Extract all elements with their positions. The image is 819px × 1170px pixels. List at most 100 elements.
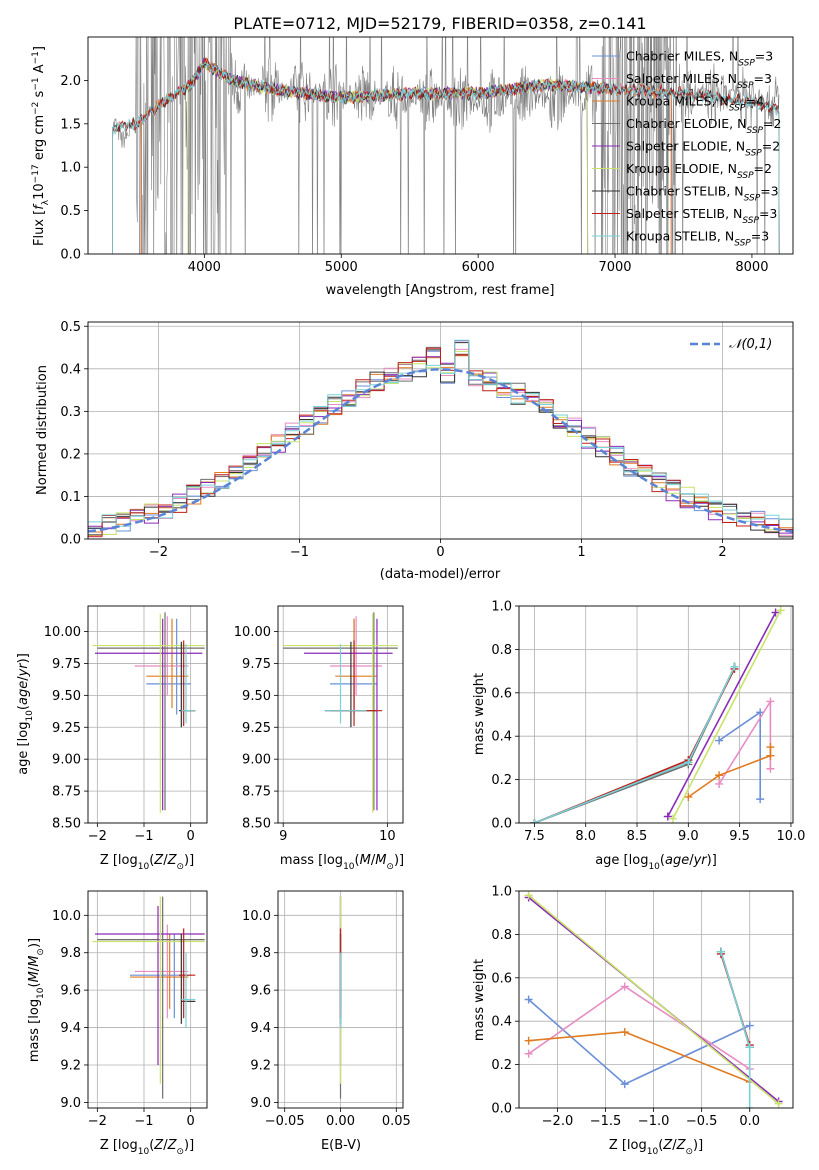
mass-weight-marker	[684, 792, 693, 801]
panel-residuals: −2 −1 0 1 2 0.0 0.1 0.2 0.3 0.4 0.5 𝒩(0,1) (data-mod…	[35, 320, 794, 582]
mass-weight-marker	[530, 819, 539, 823]
plot-area	[112, 37, 780, 254]
mass-weight-marker	[524, 1036, 533, 1045]
y-axis-label: mass weight	[472, 959, 487, 1041]
mass-weight-marker	[620, 982, 629, 991]
y-tick-label: 0.2	[60, 447, 81, 462]
x-tick-label: −2	[88, 829, 107, 844]
residual-histogram	[88, 339, 793, 535]
y-tick-label: 0.5	[60, 204, 81, 219]
plot-area	[519, 891, 793, 1108]
panel-age-vs-Z: −2 −1 0 8.50 8.75 9.00 9.25 9.50 9.75 10.00 Z [log…	[16, 605, 208, 872]
x-tick-label: 8.5	[627, 829, 648, 844]
x-tick-label: 0	[436, 545, 444, 560]
mass-weight-marker	[715, 779, 724, 788]
x-tick-label: 0.0	[739, 1114, 760, 1129]
y-tick-label: 0.4	[491, 1015, 512, 1030]
y-tick-label: 0.6	[491, 686, 512, 701]
x-axis-label: mass [log10(M/M⊙)]	[280, 853, 404, 872]
residual-histogram	[88, 342, 793, 538]
x-tick-label: 1	[577, 545, 585, 560]
mass-weight-marker	[715, 736, 724, 745]
y-tick-label: 9.8	[250, 946, 271, 961]
y-tick-label: 2.0	[60, 74, 81, 89]
axes-frame	[277, 890, 404, 1109]
legend-label: Salpeter ELODIE, NSSP=2	[626, 139, 780, 159]
y-tick-label: 9.75	[52, 657, 81, 672]
axes-frame	[518, 890, 794, 1109]
y-tick-label: 9.2	[250, 1058, 271, 1073]
mass-weight-marker	[766, 751, 775, 760]
residual-histogram	[88, 347, 793, 538]
x-tick-label: 0	[187, 829, 195, 844]
mass-weight-marker	[716, 947, 725, 956]
y-tick-label: 9.2	[60, 1058, 81, 1073]
x-tick-label: 7.5	[524, 829, 545, 844]
mass-weight-marker	[766, 764, 775, 773]
y-tick-label: 9.00	[242, 753, 271, 768]
axes-frame	[87, 321, 794, 540]
mass-weight-marker	[524, 1049, 533, 1058]
x-tick-label: −0.5	[686, 1114, 718, 1129]
x-axis-label: Z [log10(Z/Z⊙)]	[100, 853, 194, 872]
y-axis-label: mass weight	[472, 673, 487, 755]
y-tick-label: 1.0	[491, 885, 512, 900]
x-tick-label: 8.0	[575, 829, 596, 844]
x-tick-label: 9.5	[729, 829, 750, 844]
x-tick-label: −1.5	[590, 1114, 622, 1129]
x-tick-label: −0.05	[265, 1114, 305, 1129]
y-tick-label: 9.0	[60, 1096, 81, 1111]
y-tick-label: 0.5	[60, 320, 81, 335]
y-tick-label: 0.4	[491, 730, 512, 745]
y-tick-label: 9.0	[250, 1096, 271, 1111]
y-tick-label: 9.25	[52, 721, 81, 736]
y-tick-label: 9.8	[60, 946, 81, 961]
x-tick-label: 5000	[325, 260, 358, 275]
x-tick-label: 10.0	[776, 829, 805, 844]
x-axis-label: age [log10(age/yr)]	[595, 853, 717, 872]
x-tick-label: −2.0	[542, 1114, 574, 1129]
mass-weight-line	[528, 894, 780, 1105]
x-tick-label: 0	[187, 1114, 195, 1129]
mass-weight-marker	[745, 1043, 754, 1052]
mass-weight-marker	[663, 812, 672, 821]
x-axis-label: Z [log10(Z/Z⊙)]	[100, 1138, 194, 1157]
y-tick-label: 0.2	[491, 1058, 512, 1073]
x-tick-label: −1.0	[638, 1114, 670, 1129]
y-axis-label: age [log10(age/yr)]	[16, 653, 35, 775]
y-tick-label: 0.0	[491, 817, 512, 832]
mass-weight-line	[534, 666, 736, 823]
plot-area	[519, 606, 793, 823]
mass-weight-marker	[756, 795, 765, 804]
x-axis-label: wavelength [Angstrom, rest frame]	[326, 283, 555, 298]
panel-mass-vs-Z: −2 −1 0 9.0 9.2 9.4 9.6 9.8 10.0 Z [log10(Z/Z⊙)] m…	[27, 890, 208, 1157]
plot-area	[88, 606, 207, 823]
x-tick-label: −1	[290, 545, 309, 560]
panel-age-vs-mass: 9 10 8.50 8.75 9.00 9.25 9.50 9.75 10.00 mass [lo…	[234, 605, 404, 872]
x-tick-label: 6000	[462, 260, 495, 275]
figure-title: PLATE=0712, MJD=52179, FIBERID=0358, z=0…	[233, 14, 646, 33]
mass-weight-marker	[771, 608, 780, 617]
legend-label: Chabrier STELIB, NSSP=3	[626, 184, 779, 204]
y-tick-label: 9.6	[60, 984, 81, 999]
plot-area	[88, 322, 793, 539]
mass-weight-marker	[766, 743, 775, 752]
mass-weight-line	[534, 666, 736, 823]
y-tick-label: 9.50	[52, 689, 81, 704]
y-tick-label: 9.6	[250, 984, 271, 999]
y-tick-label: 0.3	[60, 405, 81, 420]
y-tick-label: 9.4	[60, 1021, 81, 1036]
y-tick-label: 0.8	[491, 643, 512, 658]
normal-reference-curve	[88, 368, 793, 533]
y-tick-label: 10.0	[52, 909, 81, 924]
plot-area	[278, 606, 403, 823]
mass-weight-marker	[745, 1021, 754, 1030]
y-tick-label: 8.75	[52, 785, 81, 800]
y-tick-label: 0.4	[60, 362, 81, 377]
mass-weight-line	[667, 612, 777, 817]
mass-weight-marker	[524, 995, 533, 1004]
y-tick-label: 0.0	[60, 533, 81, 548]
x-tick-label: 9.0	[678, 829, 699, 844]
mass-weight-marker	[766, 697, 775, 706]
